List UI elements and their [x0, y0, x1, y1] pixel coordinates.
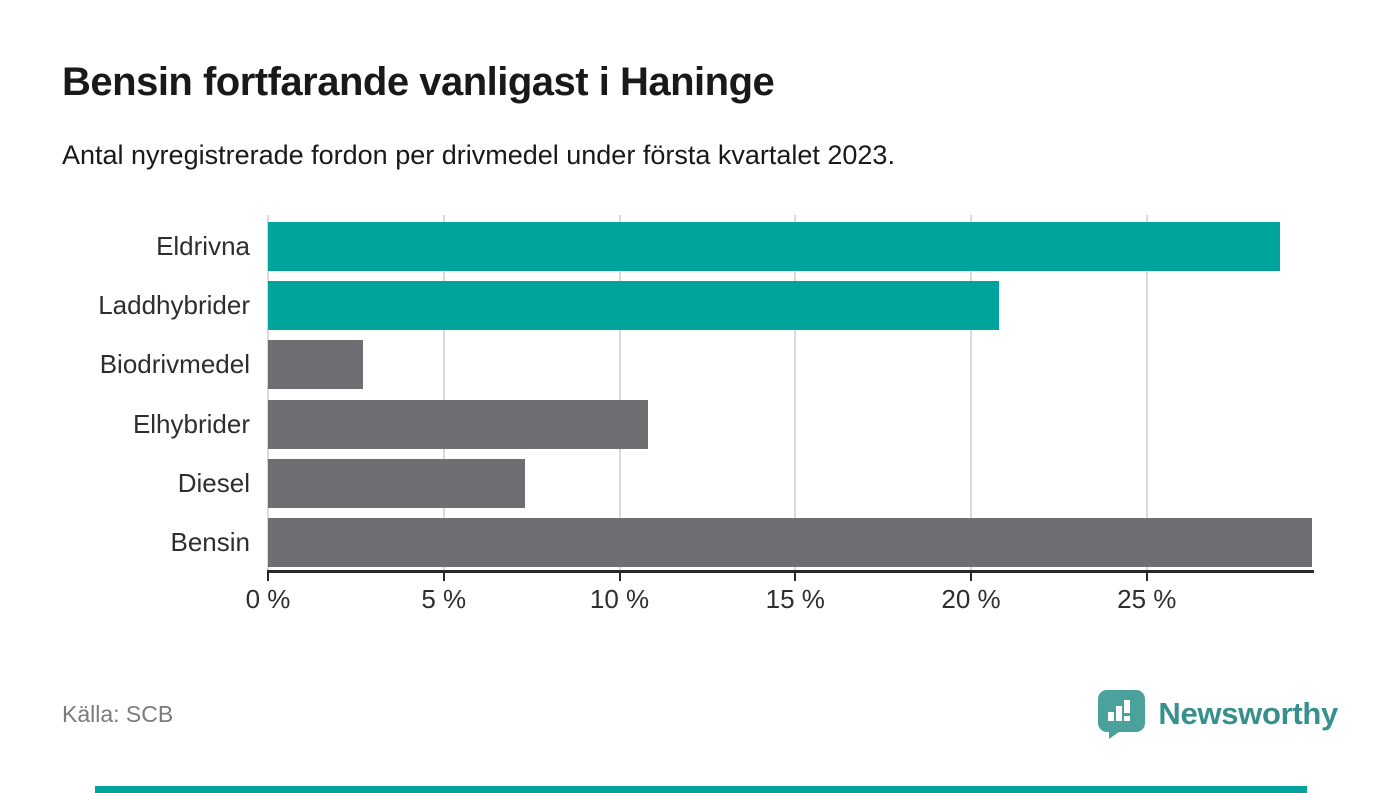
- gridline: [794, 215, 797, 571]
- y-axis-label: Eldrivna: [156, 231, 250, 261]
- x-axis-tick: [442, 572, 445, 581]
- newsworthy-logo-text: Newsworthy: [1158, 696, 1338, 731]
- brand-accent-strip: [95, 786, 1307, 793]
- gridline: [618, 215, 621, 571]
- x-axis-tick-label: 25 %: [1117, 584, 1177, 614]
- chart-subtitle: Antal nyregistrerade fordon per drivmede…: [62, 140, 895, 170]
- x-axis-tick: [794, 572, 797, 581]
- bar-diesel: [268, 458, 525, 508]
- chart-title: Bensin fortfarande vanligast i Haninge: [62, 60, 775, 104]
- y-axis-label: Laddhybrider: [98, 290, 250, 321]
- newsworthy-logo: Newsworthy: [1097, 689, 1338, 739]
- plot-area: 0 % 5 % 10 % 15 % 20 % 25 %: [246, 215, 1314, 614]
- gridline: [1145, 215, 1148, 571]
- y-axis-label: Elhybrider: [132, 408, 250, 439]
- bar-elhybrider: [268, 399, 648, 449]
- footer: Källa: SCB Newsworthy: [62, 688, 1338, 740]
- x-axis-tick-label: 15 %: [765, 584, 825, 614]
- gridline: [442, 215, 445, 571]
- bar-eldrivna: [268, 222, 1281, 271]
- x-axis-tick: [618, 572, 621, 581]
- y-axis-label: Bensin: [170, 527, 251, 557]
- x-axis-tick-label: 10 %: [589, 584, 650, 614]
- x-axis-tick: [970, 572, 973, 581]
- y-axis-label: Biodrivmedel: [99, 349, 250, 380]
- source-label: Källa: SCB: [62, 700, 174, 727]
- gridline: [267, 215, 269, 571]
- bar-biodrivmedel: [268, 340, 363, 390]
- bar-bensin: [268, 518, 1312, 567]
- bar-laddhybrider: [268, 281, 1000, 331]
- x-axis-tick: [267, 572, 269, 581]
- newsworthy-bubble-chart-icon: [1098, 690, 1146, 739]
- x-axis-tick-label: 20 %: [941, 584, 1001, 614]
- x-axis-tick-label: 0 %: [245, 584, 291, 614]
- x-axis-line: [267, 570, 1314, 573]
- gridline: [970, 215, 973, 571]
- x-axis-tick: [1145, 572, 1148, 581]
- y-axis-label: Diesel: [177, 467, 250, 498]
- x-axis-tick-label: 5 %: [421, 584, 467, 614]
